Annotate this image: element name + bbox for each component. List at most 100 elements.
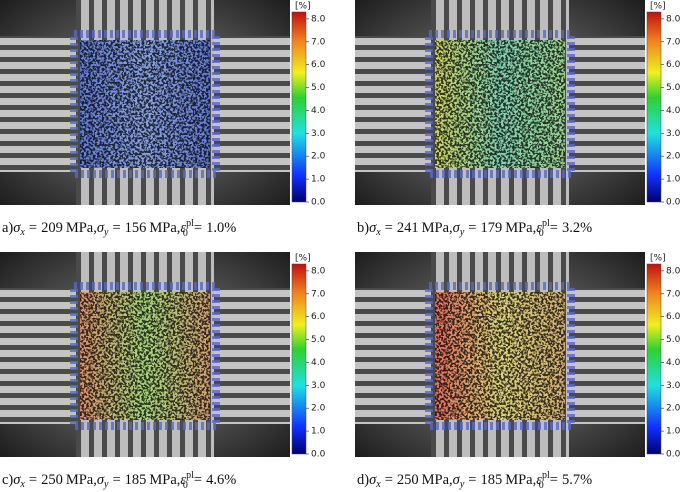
colorbar-tick-label: 8.0	[666, 14, 681, 24]
colorbar-tick-label: 3.0	[666, 129, 681, 139]
caption-part: d)	[357, 472, 369, 488]
caption-part: 0	[183, 480, 188, 491]
colorbar-tick-label: 8.0	[311, 266, 326, 276]
strain-image	[0, 0, 290, 205]
speckle	[80, 40, 210, 168]
colorbar-tick-label: 5.0	[311, 83, 326, 93]
colorbar-tick-label: 7.0	[311, 289, 326, 299]
caption-part: MPa	[505, 220, 533, 236]
colorbar	[291, 263, 307, 455]
panel: [%]0.01.02.03.04.05.06.07.08.0c)σx = 250 MP…	[0, 252, 326, 491]
colorbar-unit: [%]	[295, 254, 311, 264]
caption-part: MPa	[66, 472, 94, 488]
colorbar-tick-label: 7.0	[311, 37, 326, 47]
caption-part: 209	[41, 220, 63, 236]
caption-part: x	[19, 479, 25, 490]
caption-part: 156	[125, 220, 147, 236]
colorbar	[646, 263, 662, 455]
colorbar-tick-label: 8.0	[666, 266, 681, 276]
caption-part: σ	[97, 472, 105, 488]
colorbar-tick-label: 4.0	[311, 358, 326, 368]
strain-image	[0, 252, 290, 457]
caption-part: 0	[183, 228, 188, 239]
colorbar-tick-label: 6.0	[666, 60, 681, 70]
colorbar-tick-label: 1.0	[666, 427, 681, 437]
caption-part: =	[468, 220, 476, 236]
caption-part: ,	[93, 472, 97, 488]
caption-part: MPa	[422, 220, 450, 236]
caption-part: 3.2%	[562, 220, 592, 236]
colorbar-tick-label: 2.0	[666, 152, 681, 162]
caption-part: =	[385, 220, 393, 236]
caption-part: 185	[480, 472, 502, 488]
colorbar-tick-label: 1.0	[311, 175, 326, 185]
colorbar-unit: [%]	[295, 2, 311, 12]
strain-image	[355, 0, 645, 205]
caption-part: ,	[533, 220, 537, 236]
strain-image	[355, 252, 645, 457]
caption-part: MPa	[149, 472, 177, 488]
caption-part: 5.7%	[562, 472, 592, 488]
caption: c)σx = 250 MPa,σy = 185 MPa,εpl 0 = 4.6%	[2, 470, 236, 491]
caption-part: pl	[542, 218, 550, 229]
caption-part: ε	[180, 472, 186, 488]
caption-part: =	[550, 220, 558, 236]
caption-part: MPa	[149, 220, 177, 236]
colorbar-tick-label: 3.0	[666, 381, 681, 391]
caption: b)σx = 241 MPa,σy = 179 MPa,εpl 0 = 3.2%	[357, 218, 592, 239]
colorbar-tick-label: 8.0	[311, 14, 326, 24]
colorbar-tick-label: 3.0	[311, 129, 326, 139]
caption-part: MPa	[66, 220, 94, 236]
caption-part: σ	[13, 472, 21, 488]
caption-part: σ	[369, 472, 377, 488]
caption-part: x	[375, 479, 381, 490]
colorbar-tick-label: 1.0	[311, 427, 326, 437]
colorbar-tick-label: 5.0	[666, 83, 681, 93]
colorbar-unit: [%]	[650, 2, 666, 12]
colorbar-tick-label: 0.0	[666, 450, 681, 460]
caption-part: 250	[41, 472, 63, 488]
caption-part: ,	[533, 472, 537, 488]
speckle	[435, 40, 565, 168]
colorbar-tick-label: 7.0	[666, 289, 681, 299]
caption-part: =	[29, 472, 37, 488]
caption-part: ,	[449, 220, 453, 236]
colorbar-tick-label: 4.0	[666, 106, 681, 116]
caption-part: =	[194, 220, 202, 236]
panel: [%]0.01.02.03.04.05.06.07.08.0b)σx = 241 MP…	[355, 0, 681, 239]
caption-part: MPa	[422, 472, 450, 488]
caption-part: ,	[177, 220, 181, 236]
colorbar-tick-label: 5.0	[311, 335, 326, 345]
colorbar-tick-label: 0.0	[666, 198, 681, 208]
caption-part: ,	[93, 220, 97, 236]
caption-part: 250	[397, 472, 419, 488]
caption-part: x	[19, 227, 25, 238]
caption-part: ,	[449, 472, 453, 488]
caption-part: =	[468, 472, 476, 488]
caption-part: b)	[357, 220, 369, 236]
colorbar-tick-label: 2.0	[311, 152, 326, 162]
caption-part: y	[459, 227, 465, 238]
specimen-rim	[70, 30, 220, 178]
caption-part: c)	[2, 472, 13, 488]
caption-part: 4.6%	[206, 472, 236, 488]
caption-part: =	[112, 220, 120, 236]
colorbar	[646, 11, 662, 203]
caption: d)σx = 250 MPa,σy = 185 MPa,εpl 0 = 5.7%	[357, 470, 592, 491]
colorbar-tick-label: 7.0	[666, 37, 681, 47]
specimen-rim	[425, 30, 575, 178]
colorbar-tick-label: 4.0	[311, 106, 326, 116]
caption-part: =	[29, 220, 37, 236]
colorbar-tick-label: 2.0	[311, 404, 326, 414]
colorbar-tick-label: 5.0	[666, 335, 681, 345]
colorbar-tick-label: 6.0	[666, 312, 681, 322]
colorbar-tick-label: 0.0	[311, 450, 326, 460]
caption-part: σ	[97, 220, 105, 236]
colorbar-tick-label: 6.0	[311, 60, 326, 70]
caption-part: y	[103, 479, 109, 490]
caption-part: σ	[13, 220, 21, 236]
caption-part: σ	[453, 472, 461, 488]
caption-part: 241	[397, 220, 419, 236]
